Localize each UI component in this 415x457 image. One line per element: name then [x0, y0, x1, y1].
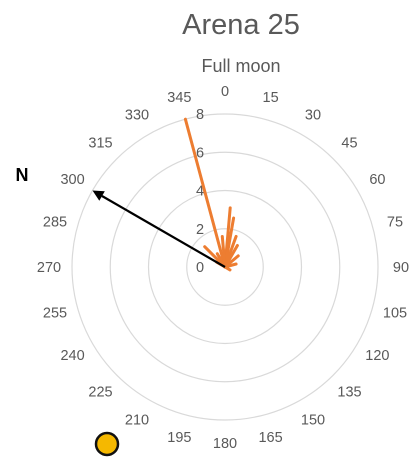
angle-tick-120: 120 — [365, 348, 389, 364]
orientation-arrow-shaft — [101, 195, 226, 268]
vector-12 — [220, 235, 227, 269]
sun-marker — [94, 431, 120, 457]
angle-tick-210: 210 — [125, 412, 149, 428]
angle-tick-195: 195 — [167, 430, 191, 446]
polar-grid — [71, 113, 379, 421]
grid-ring-1 — [186, 228, 264, 306]
radial-tick-6: 6 — [196, 145, 204, 161]
angle-tick-225: 225 — [88, 385, 112, 401]
grid-ring-4 — [71, 113, 379, 421]
vector-1 — [183, 117, 227, 269]
angle-tick-135: 135 — [337, 385, 361, 401]
radial-tick-8: 8 — [196, 107, 204, 123]
angle-tick-180: 180 — [213, 436, 237, 452]
angle-tick-30: 30 — [305, 108, 321, 124]
angle-tick-60: 60 — [369, 172, 385, 188]
data-vectors — [183, 117, 240, 272]
angle-tick-330: 330 — [125, 108, 149, 124]
radial-tick-labels: 0 2 4 6 8 — [196, 107, 204, 276]
angle-tick-345: 345 — [167, 90, 191, 106]
radial-tick-2: 2 — [196, 222, 204, 238]
orientation-arrowhead — [92, 190, 105, 201]
angle-tick-255: 255 — [43, 306, 67, 322]
radial-tick-0: 0 — [196, 260, 204, 276]
angle-tick-75: 75 — [387, 214, 403, 230]
angle-tick-285: 285 — [43, 214, 67, 230]
angle-tick-165: 165 — [258, 430, 282, 446]
angle-tick-labels: 0 153045607590105120135150165180195210225… — [37, 84, 409, 452]
grid-ring-2 — [147, 189, 303, 345]
angle-tick-105: 105 — [383, 306, 407, 322]
radial-tick-4: 4 — [196, 184, 204, 200]
angle-tick-90: 90 — [393, 260, 409, 276]
orientation-arrow-group — [92, 190, 226, 268]
angle-tick-0: 0 — [221, 84, 229, 100]
angle-tick-45: 45 — [341, 136, 357, 152]
angle-tick-270: 270 — [37, 260, 61, 276]
angle-tick-150: 150 — [301, 412, 325, 428]
chart-subtitle: Full moon — [201, 56, 280, 76]
grid-ring-3 — [109, 151, 341, 383]
angle-tick-240: 240 — [60, 348, 84, 364]
angle-tick-15: 15 — [263, 90, 279, 106]
angle-tick-315: 315 — [88, 136, 112, 152]
orientation-label: N — [16, 165, 29, 185]
angle-tick-300: 300 — [60, 172, 84, 188]
chart-title: Arena 25 — [182, 9, 300, 41]
